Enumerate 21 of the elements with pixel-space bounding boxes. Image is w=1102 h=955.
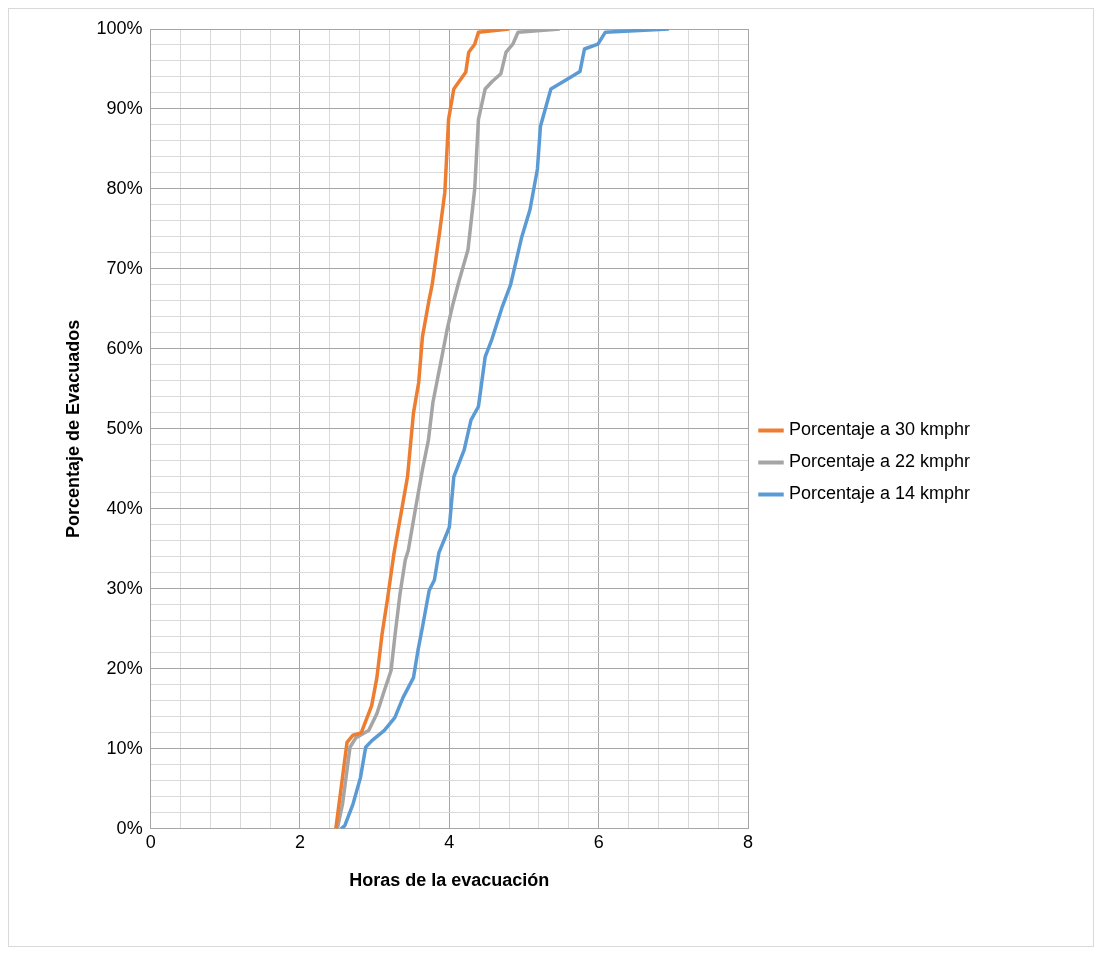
x-tick-label: 4 bbox=[444, 831, 455, 852]
x-tick-label: 2 bbox=[294, 831, 305, 852]
y-tick-label: 0% bbox=[116, 817, 143, 838]
legend-label: Porcentaje a 30 kmphr bbox=[789, 419, 971, 440]
x-tick-label: 0 bbox=[145, 831, 156, 852]
y-tick-label: 10% bbox=[106, 737, 143, 758]
y-tick-label: 30% bbox=[106, 577, 143, 598]
y-tick-label: 100% bbox=[96, 17, 143, 38]
y-tick-label: 40% bbox=[106, 497, 143, 518]
x-tick-label: 6 bbox=[593, 831, 604, 852]
x-tick-label: 8 bbox=[742, 831, 754, 852]
y-tick-label: 60% bbox=[106, 337, 143, 358]
y-tick-label: 70% bbox=[106, 257, 143, 278]
x-axis-title: Horas de la evacuación bbox=[349, 870, 550, 891]
legend-label: Porcentaje a 14 kmphr bbox=[789, 483, 971, 504]
y-tick-label: 50% bbox=[106, 417, 143, 438]
y-tick-label: 80% bbox=[106, 177, 143, 198]
y-axis-title: Porcentaje de Evacuados bbox=[62, 319, 83, 538]
y-tick-label: 20% bbox=[106, 657, 143, 678]
legend-label: Porcentaje a 22 kmphr bbox=[789, 451, 971, 472]
y-tick-label: 90% bbox=[106, 97, 143, 118]
